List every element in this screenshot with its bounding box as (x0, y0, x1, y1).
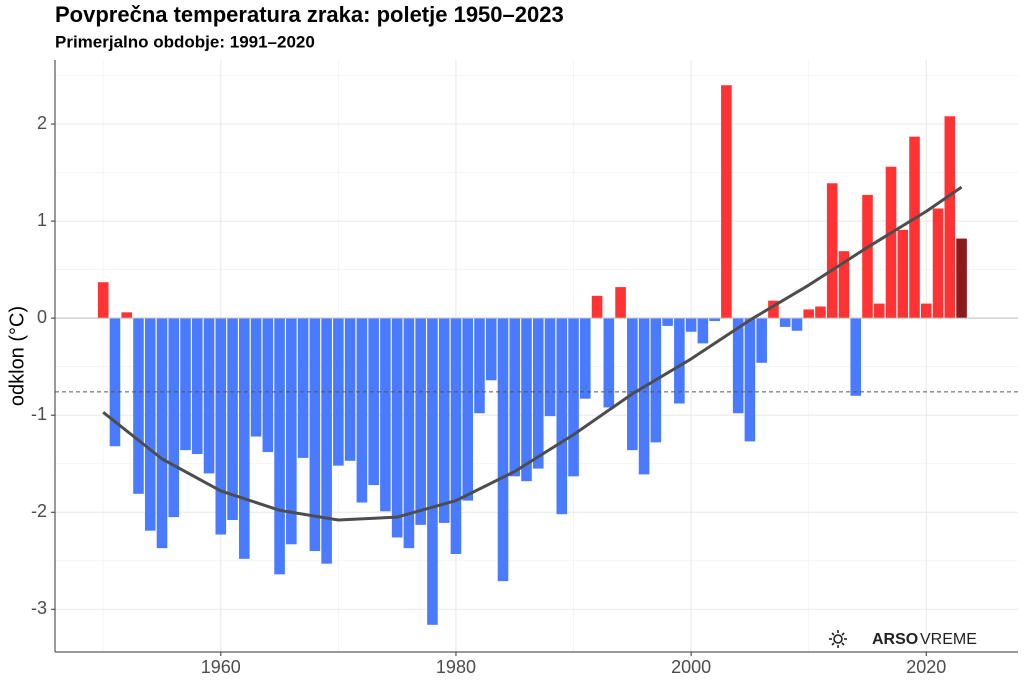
bar (97, 282, 109, 319)
bar (133, 318, 144, 494)
bar (580, 318, 591, 399)
bar (873, 303, 885, 319)
bar (803, 309, 814, 319)
bar (403, 318, 415, 549)
bar (474, 318, 485, 414)
bar (697, 318, 709, 344)
logo-text: VREME (920, 631, 977, 648)
bar (721, 85, 732, 319)
bar (568, 318, 579, 477)
bar (438, 318, 450, 523)
chart-subtitle: Primerjalno obdobje: 1991–2020 (55, 32, 315, 51)
bar (838, 251, 850, 319)
bar (227, 318, 238, 521)
bar (591, 295, 603, 319)
x-tick-label: 2000 (671, 657, 711, 677)
bar (956, 238, 967, 319)
bar (309, 318, 321, 552)
bar (203, 318, 215, 474)
bar (685, 318, 697, 332)
bar (250, 318, 262, 437)
bar (674, 318, 685, 404)
bar (521, 318, 532, 482)
bar (215, 318, 227, 535)
bar (615, 287, 626, 319)
bar (485, 318, 497, 381)
bar (415, 318, 426, 525)
bar (509, 318, 521, 477)
logo-bold: ARSO (872, 631, 918, 648)
bar (462, 318, 474, 501)
y-tick-label: -3 (31, 598, 47, 618)
y-tick-label: 2 (37, 113, 47, 133)
bar (450, 318, 462, 554)
bar (932, 208, 944, 319)
bar (709, 318, 720, 322)
bar (662, 318, 673, 326)
bar (732, 318, 744, 414)
x-tick-label: 2020 (906, 657, 946, 677)
bar (862, 194, 873, 319)
bar (920, 303, 932, 319)
bar (497, 318, 509, 582)
bar (356, 318, 368, 503)
bar (779, 318, 791, 327)
bar (544, 318, 556, 417)
bar (826, 183, 838, 319)
bar (638, 318, 650, 475)
y-tick-label: -1 (31, 404, 47, 424)
bar (603, 318, 615, 408)
bar (909, 136, 920, 319)
x-tick-label: 1980 (436, 657, 476, 677)
bar (744, 318, 756, 442)
bar (321, 318, 332, 564)
bar (156, 318, 168, 549)
bar (368, 318, 379, 486)
bar (850, 318, 862, 396)
bar (532, 318, 544, 469)
trend-line (102, 185, 963, 522)
bar (897, 229, 909, 319)
bar (168, 318, 180, 518)
chart-title: Povprečna temperatura zraka: poletje 195… (55, 2, 564, 27)
bar (627, 318, 638, 451)
bar (885, 166, 897, 319)
bar (944, 116, 956, 319)
bar (262, 318, 274, 453)
bar (286, 318, 297, 545)
bar (344, 318, 356, 461)
y-tick-label: 0 (37, 307, 47, 327)
bar (815, 306, 826, 319)
bar (380, 318, 391, 512)
bar (391, 318, 403, 538)
bar (427, 318, 438, 625)
bar (756, 318, 767, 363)
bar (239, 318, 250, 559)
y-tick-label: 1 (37, 210, 47, 230)
bar (556, 318, 568, 515)
bar (191, 318, 203, 455)
bar (297, 318, 309, 458)
y-tick-label: -2 (31, 501, 47, 521)
bar (768, 300, 779, 319)
logo-icon (829, 630, 847, 648)
bar (109, 318, 121, 447)
bar (144, 318, 156, 531)
bar (274, 318, 285, 575)
bar (121, 312, 133, 319)
watermark: ARSO VREME (829, 630, 977, 648)
x-tick-label: 1960 (201, 657, 241, 677)
y-axis-label: odklon (°C) (6, 306, 28, 406)
bar (180, 318, 191, 451)
bar (791, 318, 803, 331)
